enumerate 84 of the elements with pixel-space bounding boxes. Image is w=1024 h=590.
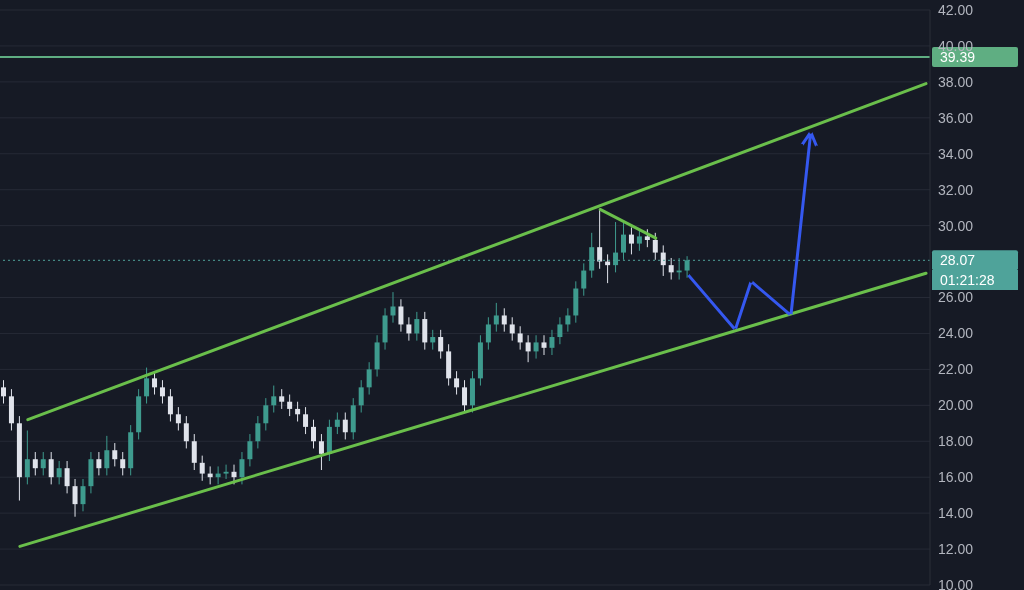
y-tick-label: 20.00 <box>938 397 974 414</box>
text: 01:21:28 <box>932 270 1018 291</box>
y-tick-label: 34.00 <box>938 145 974 162</box>
candlestick <box>1 379 6 405</box>
candlestick <box>549 329 555 356</box>
candlestick <box>318 433 324 471</box>
candlestick <box>231 464 237 485</box>
y-tick-label: 16.00 <box>938 469 974 486</box>
candlestick <box>517 325 523 351</box>
y-tick-label: 32.00 <box>938 181 974 198</box>
candlestick <box>263 397 269 431</box>
candlestick <box>279 388 285 410</box>
candlestick <box>485 316 491 351</box>
candlestick <box>64 460 70 494</box>
candlestick <box>422 311 428 351</box>
y-tick-label: 38.00 <box>938 73 974 90</box>
candlestick <box>533 334 539 360</box>
candlestick <box>454 370 460 396</box>
candlestick <box>287 394 293 417</box>
candlestick <box>636 228 642 252</box>
candlestick <box>390 291 396 324</box>
candlestick <box>501 307 507 333</box>
candlestick <box>144 367 150 405</box>
candlestick <box>159 379 165 405</box>
candlestick <box>358 379 364 413</box>
candlestick <box>255 415 261 449</box>
y-tick-label: 22.00 <box>938 361 974 378</box>
candlestick <box>652 232 658 261</box>
candlestick <box>414 311 420 342</box>
candlestick <box>48 451 54 485</box>
y-tick-label: 30.00 <box>938 217 974 234</box>
candlestick <box>199 455 205 482</box>
candlestick <box>32 451 38 476</box>
candlestick <box>430 329 436 351</box>
candlestick <box>175 406 181 431</box>
candlestick <box>628 226 634 255</box>
candlestick <box>438 329 444 360</box>
candlestick <box>557 316 563 345</box>
candlestick <box>120 451 126 476</box>
candlestick <box>295 401 301 422</box>
candlestick <box>40 451 46 476</box>
candlestick <box>223 464 229 480</box>
candlestick <box>668 257 674 281</box>
candlestick <box>80 478 86 512</box>
candlestick <box>96 451 102 476</box>
candlestick <box>303 406 309 435</box>
candlestick <box>684 255 690 279</box>
y-tick-label: 24.00 <box>938 325 974 342</box>
candlestick <box>311 419 316 449</box>
candlestick <box>271 385 277 413</box>
y-tick-label: 36.00 <box>938 109 974 126</box>
candlestick <box>104 435 110 476</box>
candlestick <box>167 388 173 422</box>
candlestick <box>56 460 62 485</box>
ref-line-label: 28.07 <box>940 252 976 269</box>
candlestick <box>398 298 404 333</box>
y-tick-label: 10.00 <box>938 576 974 590</box>
candlestick <box>613 221 619 273</box>
candlestick <box>509 316 515 342</box>
candlestick <box>589 232 595 279</box>
candlestick <box>525 334 531 363</box>
y-tick-label: 18.00 <box>938 433 974 450</box>
candlestick <box>462 379 468 413</box>
y-tick-label: 14.00 <box>938 505 974 522</box>
candlestick <box>183 415 189 449</box>
candlestick <box>406 316 412 342</box>
y-tick-label: 42.00 <box>938 1 974 18</box>
candlestick <box>24 429 30 485</box>
y-tick-label: 26.00 <box>938 289 974 306</box>
y-tick-label: 12.00 <box>938 541 974 558</box>
candlestick <box>112 442 118 467</box>
candlestick <box>191 433 197 471</box>
candlestick <box>493 302 499 333</box>
candlestick <box>541 334 547 356</box>
candlestick <box>342 412 348 440</box>
candlestick <box>239 451 245 485</box>
candlestick <box>597 208 603 270</box>
candlestick <box>581 262 587 297</box>
candlestick <box>334 412 340 435</box>
candlestick <box>660 244 666 277</box>
candlestick <box>366 361 372 396</box>
candlestick <box>247 433 253 467</box>
candlestick <box>72 478 78 518</box>
candlestick <box>565 307 571 333</box>
